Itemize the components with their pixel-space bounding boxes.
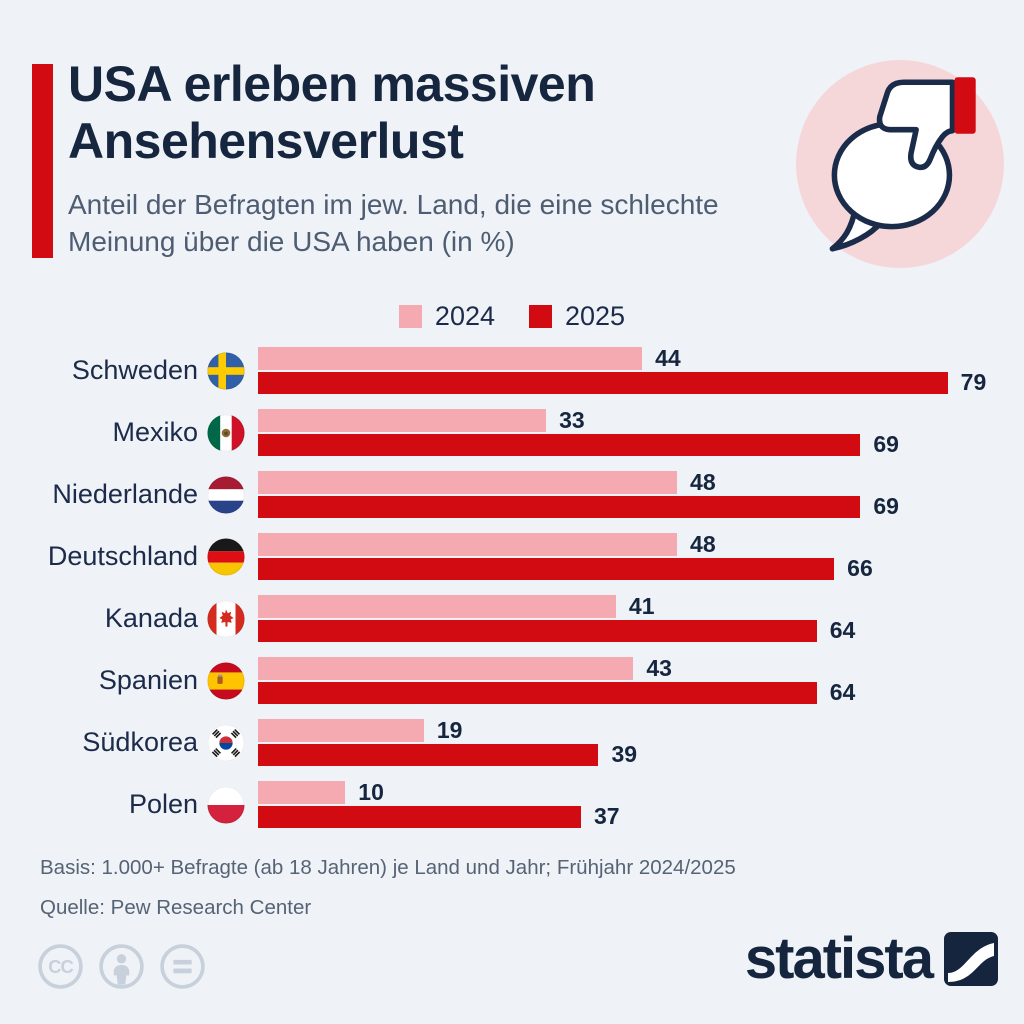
legend-label-2025: 2025 [565,301,626,331]
statista-logo-mark-icon [944,932,998,986]
country-label: Deutschland [47,541,198,571]
bar-value-2024: 44 [655,344,681,371]
country-label: Niederlande [52,479,198,509]
bar-2025 [258,619,817,642]
bar-2024 [258,595,616,618]
thumbs-down-speech-bubble-icon [793,56,1007,270]
bar-2024 [258,781,346,804]
bar-2025 [258,433,861,456]
country-label: Schweden [71,355,198,385]
legend-label-2024: 2024 [434,301,495,331]
bar-value-2025: 64 [829,617,856,644]
bar-value-2024: 10 [358,778,384,805]
bar-value-2025: 37 [594,803,620,830]
bar-chart: Schweden 44 79 Mexiko 33 [40,344,1004,843]
country-label: Mexiko [112,417,198,447]
bar-2025 [258,805,581,828]
bar-2025 [258,557,835,580]
bar-value-2025: 69 [873,493,899,520]
bar-value-2025: 39 [611,741,638,768]
bar-value-2025: 79 [960,369,987,396]
bar-value-2025: 64 [829,679,856,706]
poland-flag-icon [207,785,245,824]
spain-flag-icon [207,661,245,700]
chart-row: Südkorea 19 39 [40,716,1004,768]
footnote: Basis: 1.000+ Befragte (ab 18 Jahren) je… [40,848,736,928]
page-title: USA erleben massiven Ansehensverlust [68,56,596,169]
statista-logo: statista [745,930,998,988]
country-label: Kanada [104,603,198,633]
country-label: Polen [128,789,198,819]
chart-row: Mexiko 33 69 [40,406,1004,458]
legend-item-2025: 2025 [529,301,625,332]
bar-2025 [258,495,861,518]
bar-value-2024: 33 [559,406,585,433]
footnote-source: Quelle: Pew Research Center [40,895,312,919]
bar-value-2024: 41 [628,592,655,619]
chart-row: Deutschland 48 66 [40,530,1004,582]
footnote-basis: Basis: 1.000+ Befragte (ab 18 Jahren) je… [40,856,736,879]
chart-row: Kanada 41 64 [40,592,1004,644]
bar-2024 [258,533,678,556]
bar-2024 [258,409,547,432]
bar-value-2024: 43 [646,654,672,681]
mexico-flag-icon [207,413,245,452]
bar-2024 [258,347,643,370]
netherlands-flag-icon [207,475,245,514]
legend-swatch-2025 [529,305,552,328]
attribution-person-icon [97,942,146,991]
cc-icon: CC [36,942,85,991]
bar-2025 [258,743,599,766]
bar-value-2024: 48 [690,530,716,557]
legend-item-2024: 2024 [398,301,495,332]
header: USA erleben massiven Ansehensverlust Ant… [68,56,768,261]
country-label: Spanien [98,665,198,695]
south-korea-flag-icon [207,723,245,762]
chart-row: Niederlande 48 69 [40,468,1004,520]
germany-flag-icon [207,537,245,576]
svg-text:CC: CC [48,956,73,977]
bar-value-2025: 69 [873,431,899,458]
bar-2024 [258,657,634,680]
legend-swatch-2024 [398,305,422,328]
chart-row: Schweden 44 79 [40,344,1004,396]
title-accent-bar [32,64,53,258]
statista-wordmark: statista [744,926,934,991]
canada-flag-icon [207,599,245,638]
chart-row: Polen 10 37 [40,778,1004,830]
equals-icon [158,942,207,991]
country-label: Südkorea [82,727,198,757]
bar-2024 [258,471,678,494]
chart-row: Spanien 43 64 [40,654,1004,706]
bar-2025 [258,681,817,704]
bar-2024 [258,719,424,742]
bar-value-2024: 48 [690,468,716,495]
legend: 2024 2025 [0,301,1024,332]
license-icons: CC [36,942,207,991]
bar-2025 [258,371,948,394]
bar-value-2024: 19 [436,716,463,743]
sweden-flag-icon [207,351,245,390]
page-subtitle: Anteil der Befragten im jew. Land, die e… [68,189,719,257]
bar-value-2025: 66 [847,555,873,582]
